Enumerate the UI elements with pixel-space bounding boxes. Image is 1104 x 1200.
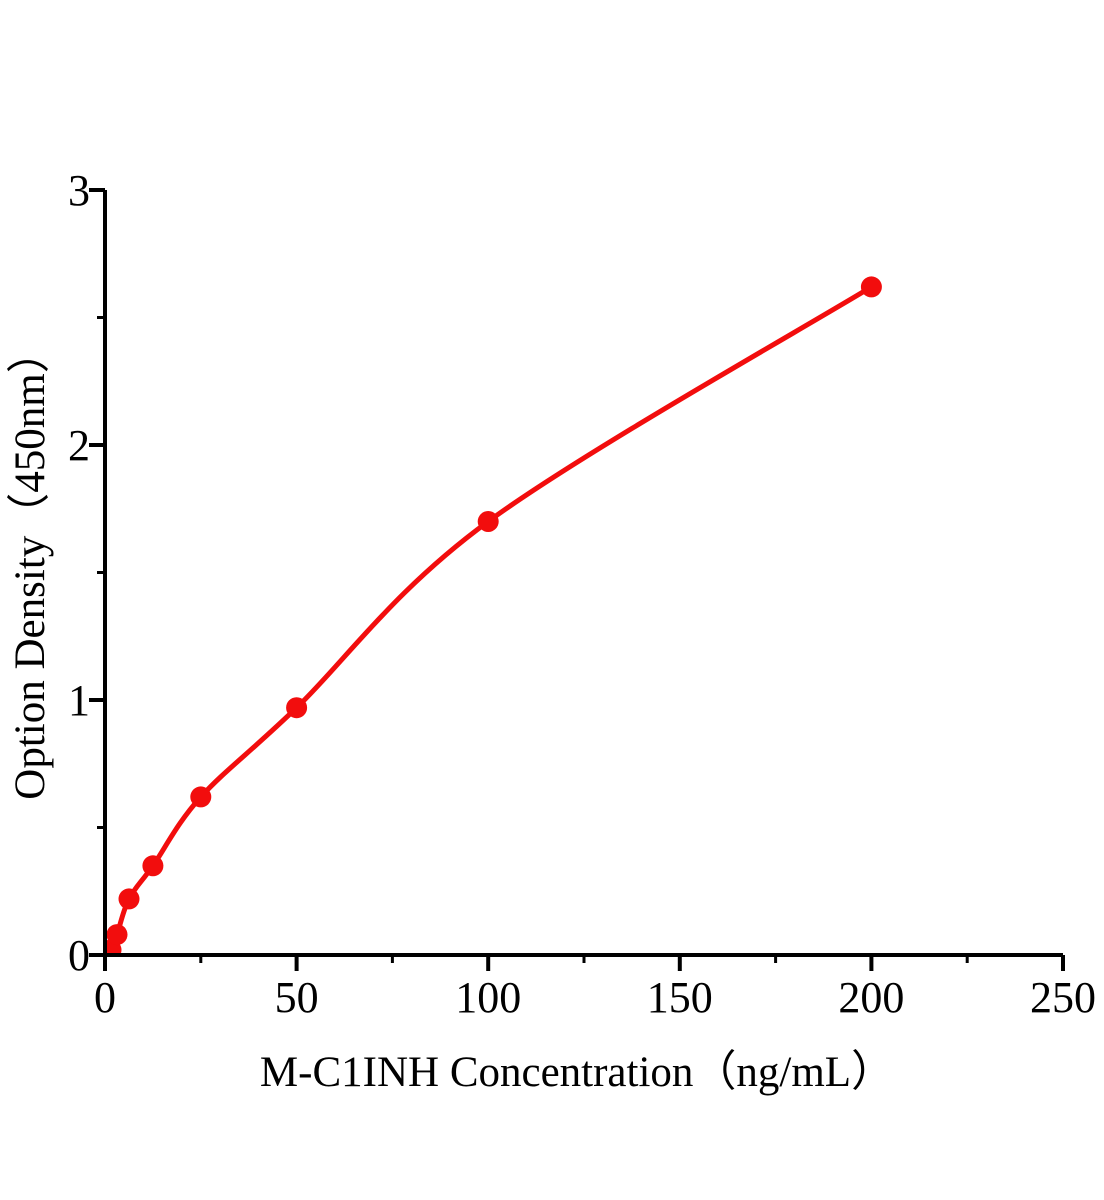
x-tick-label: 0 [94,973,116,1022]
data-point [860,276,882,298]
x-tick-label: 250 [1030,973,1096,1022]
x-tick-label: 50 [275,973,319,1022]
data-point [286,697,308,719]
axes [89,188,1065,971]
y-tick-label: 0 [68,931,90,980]
y-tick-label: 3 [68,166,90,215]
data-point [190,786,212,808]
data-point [477,511,499,532]
y-tick-label: 1 [68,676,90,725]
y-tick-label: 2 [68,421,90,470]
data-point [107,924,128,946]
x-tick-label: 150 [647,973,713,1022]
data-point [142,855,164,877]
axis-spines [103,190,1063,957]
x-tick-label: 100 [455,973,521,1022]
standard-curve-series [107,276,882,953]
y-axis-title: Option Density（450nm） [7,330,54,799]
tick-labels: 0 50 100 150 200 250 0 1 2 3 [68,166,1096,1022]
x-tick-label: 200 [838,973,904,1022]
fit-curve-line [107,284,874,953]
x-axis-title: M-C1INH Concentration（ng/mL） [260,1049,894,1096]
data-point [118,888,140,910]
